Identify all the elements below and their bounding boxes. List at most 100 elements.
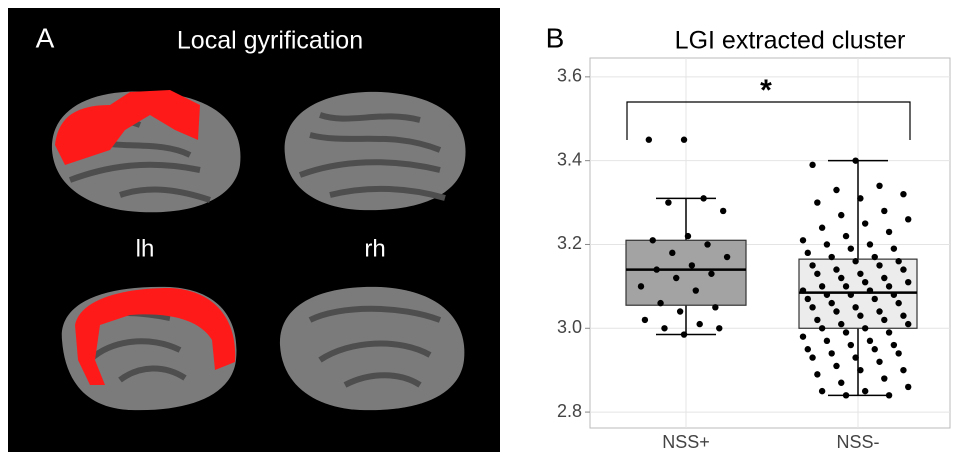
point: [881, 375, 887, 381]
point: [876, 262, 882, 268]
point: [809, 354, 815, 360]
point: [905, 279, 911, 285]
point: [862, 325, 868, 331]
point: [857, 313, 863, 319]
point: [828, 254, 834, 260]
panel-title: Local gyrification: [177, 27, 363, 55]
point: [905, 216, 911, 222]
point: [712, 304, 718, 310]
point: [843, 329, 849, 335]
point: [805, 296, 811, 302]
point: [814, 271, 820, 277]
point: [895, 350, 901, 356]
panel-label: A: [36, 22, 55, 53]
point: [704, 241, 710, 247]
point: [653, 266, 659, 272]
point: [862, 279, 868, 285]
point: [824, 338, 830, 344]
point: [700, 195, 706, 201]
point: [696, 321, 702, 327]
point: [809, 262, 815, 268]
point: [848, 245, 854, 251]
point: [857, 367, 863, 373]
x-tick-label: NSS-: [836, 432, 879, 452]
y-tick-label: 3.6: [557, 66, 582, 86]
point: [886, 283, 892, 289]
point: [872, 346, 878, 352]
point: [681, 137, 687, 143]
box: [626, 240, 746, 305]
point: [876, 359, 882, 365]
point: [814, 199, 820, 205]
point: [838, 212, 844, 218]
point: [886, 392, 892, 398]
point: [881, 208, 887, 214]
brain-rh-medial: [280, 287, 464, 410]
point: [828, 300, 834, 306]
point: [900, 367, 906, 373]
point: [819, 225, 825, 231]
significance-annotation: *: [760, 74, 772, 107]
y-tick-label: 3.2: [557, 233, 582, 253]
point: [852, 157, 858, 163]
point: [891, 245, 897, 251]
point: [650, 237, 656, 243]
point: [886, 229, 892, 235]
point: [867, 338, 873, 344]
point: [838, 275, 844, 281]
point: [824, 241, 830, 247]
point: [852, 304, 858, 310]
point: [848, 342, 854, 348]
point: [867, 287, 873, 293]
point: [881, 275, 887, 281]
point: [809, 162, 815, 168]
point: [900, 266, 906, 272]
point: [852, 258, 858, 264]
point: [895, 258, 901, 264]
point: [708, 271, 714, 277]
x-tick-label: NSS+: [662, 432, 710, 452]
point: [891, 292, 897, 298]
point: [843, 392, 849, 398]
point: [819, 388, 825, 394]
point: [886, 329, 892, 335]
point: [661, 325, 667, 331]
point: [638, 283, 644, 289]
point: [838, 321, 844, 327]
point: [833, 363, 839, 369]
point: [824, 292, 830, 298]
point: [646, 137, 652, 143]
point: [876, 308, 882, 314]
point: [720, 208, 726, 214]
point: [805, 250, 811, 256]
point: [905, 321, 911, 327]
point: [677, 308, 683, 314]
y-tick-label: 3.4: [557, 149, 582, 169]
point: [833, 187, 839, 193]
point: [805, 346, 811, 352]
point: [833, 308, 839, 314]
point: [900, 191, 906, 197]
point: [642, 317, 648, 323]
hemisphere-label: lh: [136, 235, 155, 262]
y-tick-label: 3.0: [557, 317, 582, 337]
point: [852, 354, 858, 360]
point: [891, 342, 897, 348]
point: [872, 254, 878, 260]
point: [895, 300, 901, 306]
point: [857, 195, 863, 201]
point: [681, 331, 687, 337]
point: [685, 233, 691, 239]
panel-label: B: [546, 22, 565, 53]
point: [862, 220, 868, 226]
point: [689, 262, 695, 268]
point: [716, 325, 722, 331]
point: [800, 333, 806, 339]
y-tick-label: 2.8: [557, 401, 582, 421]
point: [881, 317, 887, 323]
point: [819, 325, 825, 331]
point: [838, 380, 844, 386]
point: [862, 388, 868, 394]
point: [819, 283, 825, 289]
point: [814, 371, 820, 377]
